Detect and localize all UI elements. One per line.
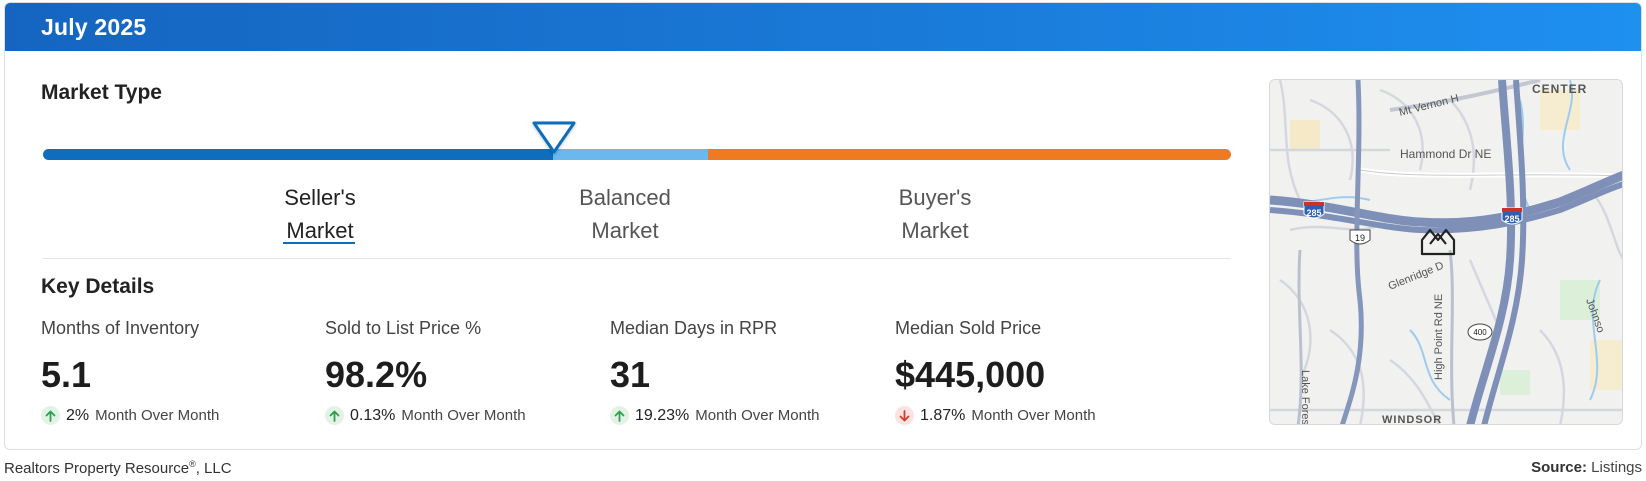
card-header: July 2025 — [5, 3, 1641, 51]
metric-change: 0.13% Month Over Month — [325, 406, 615, 425]
map-label-windsor: WINDSOR — [1382, 414, 1442, 425]
svg-text:285: 285 — [1504, 214, 1519, 224]
ga400-shield-icon: 400 — [1467, 323, 1493, 341]
header-title: July 2025 — [41, 14, 147, 40]
map-label-high-point: High Point Rd NE — [1433, 294, 1445, 380]
metric-median-days-in-rpr: Median Days in RPR 31 19.23% Month Over … — [610, 318, 900, 425]
seller-market-label: Seller's Market — [284, 185, 356, 243]
seller-market-underline — [283, 242, 355, 244]
metric-change: 1.87% Month Over Month — [895, 406, 1185, 425]
buyer-market-label: Buyer's Market — [898, 185, 972, 243]
map-label-lake-forest: Lake Forest Dr NW — [1299, 370, 1311, 425]
i285-shield-right-icon: 285 — [1501, 207, 1523, 225]
svg-text:19: 19 — [1355, 233, 1365, 243]
metric-value: $445,000 — [895, 354, 1046, 395]
metric-value: 98.2% — [325, 354, 428, 395]
metric-label: Median Sold Price — [895, 318, 1042, 338]
balanced-market-label: Balanced Market — [579, 185, 671, 243]
buyer-market-bar — [708, 149, 1231, 160]
metric-median-sold-price: Median Sold Price $445,000 1.87% Month O… — [895, 318, 1185, 425]
seller-market-bar — [43, 149, 553, 160]
key-details-title: Key Details — [41, 275, 155, 298]
footer-source: Source: Listings — [1531, 459, 1642, 476]
metric-label: Months of Inventory — [41, 318, 200, 338]
metric-change: 2% Month Over Month — [41, 406, 331, 425]
arrow-up-icon — [325, 406, 344, 425]
balanced-market-bar — [553, 149, 708, 160]
market-type-title: Market Type — [41, 81, 162, 104]
location-map[interactable]: CENTER Mt Vernon H Hammond Dr NE Glenrid… — [1269, 79, 1623, 425]
arrow-up-icon — [41, 406, 60, 425]
metric-value: 5.1 — [41, 354, 92, 395]
section-divider — [43, 258, 1231, 259]
arrow-up-icon — [610, 406, 629, 425]
footer-company: Realtors Property Resource®, LLC — [4, 459, 232, 477]
metric-change: 19.23% Month Over Month — [610, 406, 900, 425]
home-marker-icon — [1420, 228, 1456, 256]
svg-text:285: 285 — [1306, 208, 1321, 218]
metric-value: 31 — [610, 354, 651, 395]
i285-shield-left-icon: 285 — [1303, 201, 1325, 219]
map-label-hammond: Hammond Dr NE — [1400, 147, 1491, 161]
metric-months-of-inventory: Months of Inventory 5.1 2% Month Over Mo… — [41, 318, 331, 425]
svg-text:400: 400 — [1473, 328, 1487, 337]
map-label-center: CENTER — [1532, 82, 1587, 96]
metric-label: Sold to List Price % — [325, 318, 482, 338]
market-indicator-icon — [532, 121, 576, 154]
arrow-down-icon — [895, 406, 914, 425]
us19-shield-icon: 19 — [1349, 229, 1371, 245]
metric-label: Median Days in RPR — [610, 318, 778, 338]
metric-sold-to-list-price: Sold to List Price % 98.2% 0.13% Month O… — [325, 318, 615, 425]
market-card: July 2025 Market Type Seller's Market Ba… — [4, 2, 1642, 450]
